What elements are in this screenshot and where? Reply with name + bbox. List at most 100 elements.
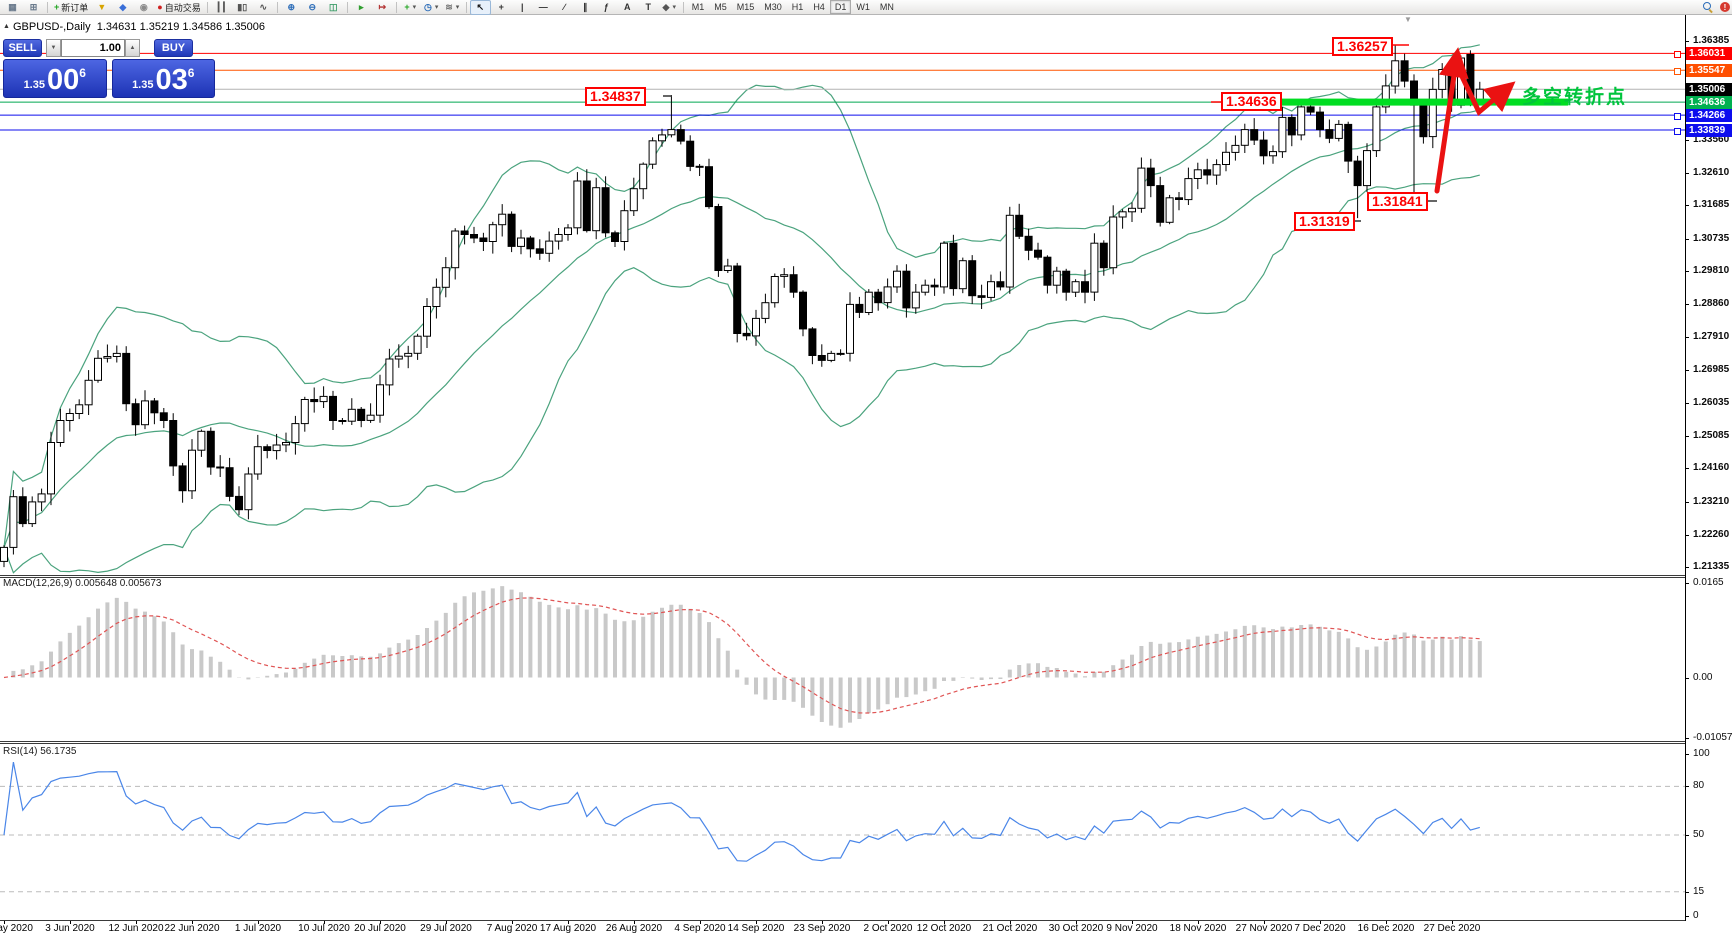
help-icon[interactable]: ! bbox=[1720, 2, 1730, 12]
timeframe-d1[interactable]: D1 bbox=[829, 0, 852, 14]
candle-body bbox=[1034, 249, 1042, 258]
candle-body bbox=[404, 352, 413, 357]
vline-button[interactable]: | bbox=[512, 0, 533, 15]
line-chart-icon[interactable]: ∿ bbox=[253, 0, 274, 15]
line-handle[interactable] bbox=[1674, 113, 1681, 120]
timeframe-h4[interactable]: H4 bbox=[813, 2, 825, 12]
timeframe-m1[interactable]: M1 bbox=[691, 2, 705, 12]
buy-price-box[interactable]: 1.35 03 6 bbox=[111, 59, 215, 98]
price-tick-mark bbox=[1685, 140, 1689, 141]
bar-chart-icon[interactable]: ┃┃ bbox=[211, 0, 232, 15]
crosshair-button[interactable]: + bbox=[491, 0, 512, 15]
templates-button[interactable]: ≋ ▾ bbox=[442, 0, 463, 15]
text-label-button[interactable]: T bbox=[638, 0, 659, 15]
periods-icon: ◷ bbox=[424, 2, 432, 12]
price-tick-label: 1.27910 bbox=[1693, 331, 1730, 342]
price-tick-label: 1.29810 bbox=[1693, 265, 1730, 276]
sell-price-box[interactable]: 1.35 00 6 bbox=[3, 59, 107, 98]
candle-body bbox=[141, 400, 149, 426]
hline-button[interactable]: — bbox=[533, 0, 554, 15]
price-annotation-label[interactable]: 1.31319 bbox=[1294, 212, 1355, 231]
buy-button[interactable]: BUY bbox=[154, 39, 193, 57]
channel-button[interactable]: ∥ bbox=[575, 0, 596, 15]
bar-chart-icon: ┃┃ bbox=[215, 2, 227, 12]
pane-separator[interactable] bbox=[0, 575, 1685, 576]
signals-icon: ◉ bbox=[139, 2, 148, 12]
volume-down-button[interactable]: ▼ bbox=[46, 39, 61, 57]
timeframe-m5[interactable]: M5 bbox=[714, 2, 727, 12]
cursor-button[interactable]: ↖ bbox=[469, 0, 491, 15]
price-annotation-label[interactable]: 1.31841 bbox=[1367, 192, 1428, 211]
price-annotation-label[interactable]: 1.34636 bbox=[1221, 92, 1282, 111]
timeframe-w1[interactable]: W1 bbox=[856, 2, 870, 12]
candle-body bbox=[169, 420, 178, 467]
line-handle[interactable] bbox=[1674, 68, 1681, 75]
price-tick-mark bbox=[1685, 436, 1689, 437]
macd-pane[interactable] bbox=[0, 575, 1685, 743]
fibonacci-button[interactable]: ƒ bbox=[596, 0, 617, 15]
price-badge: 1.33839 bbox=[1686, 124, 1732, 137]
price-tick-label: 1.36385 bbox=[1693, 35, 1730, 46]
new-chart-icon[interactable]: ▦ bbox=[2, 0, 23, 15]
candle-body bbox=[1146, 167, 1155, 187]
candle-body bbox=[1269, 151, 1277, 157]
rsi-pane[interactable] bbox=[0, 743, 1685, 921]
trend-arrow[interactable] bbox=[1454, 63, 1516, 116]
price-tick-mark bbox=[1685, 205, 1689, 206]
periods-button[interactable]: ◷ ▾ bbox=[421, 0, 442, 15]
search-icon[interactable] bbox=[1703, 2, 1713, 12]
turning-point-zone[interactable] bbox=[1267, 98, 1568, 106]
text-button[interactable]: A bbox=[617, 0, 638, 15]
candle-body bbox=[413, 335, 422, 354]
trend-arrow[interactable] bbox=[1434, 47, 1469, 194]
new-order-button[interactable]: + 新订单 bbox=[51, 0, 91, 15]
timeframe-h1[interactable]: H1 bbox=[791, 2, 804, 12]
signals-icon[interactable]: ◉ bbox=[133, 0, 154, 15]
price-tick-label: 1.23210 bbox=[1693, 496, 1730, 507]
arrows-button[interactable]: ◆ ▾ bbox=[659, 0, 680, 15]
candle-body bbox=[1306, 106, 1315, 113]
line-handle[interactable] bbox=[1674, 51, 1681, 58]
zoom-in-icon[interactable]: ⊕ bbox=[281, 0, 302, 15]
data-window-icon[interactable]: ⊞ bbox=[23, 0, 44, 15]
candle-body bbox=[1043, 256, 1052, 286]
chart-shift-marker[interactable]: ▼ bbox=[1404, 15, 1412, 24]
sell-button[interactable]: SELL bbox=[3, 39, 42, 57]
pane-separator[interactable] bbox=[0, 741, 1685, 742]
volume-input[interactable] bbox=[61, 39, 125, 57]
turning-point-note[interactable]: 多空转折点 bbox=[1522, 87, 1628, 108]
history-center-icon[interactable]: ▼ bbox=[91, 0, 112, 15]
market-watch-icon[interactable]: ◆ bbox=[112, 0, 133, 15]
zoom-out-icon[interactable]: ⊖ bbox=[302, 0, 323, 15]
candle-body bbox=[855, 303, 864, 313]
tile-windows-icon[interactable]: ◫ bbox=[323, 0, 344, 15]
price-tick-label: 1.33560 bbox=[1693, 134, 1730, 145]
price-annotation-label[interactable]: 1.36257 bbox=[1332, 37, 1393, 56]
line-handle[interactable] bbox=[1674, 128, 1681, 135]
price-annotation-label[interactable]: 1.34837 bbox=[585, 87, 646, 106]
timeframe-m30[interactable]: M30 bbox=[764, 2, 782, 12]
auto-scroll-icon[interactable]: ▸ bbox=[351, 0, 372, 15]
chart-shift-icon[interactable]: ↦ bbox=[372, 0, 393, 15]
candlestick-chart-icon[interactable]: ▮▯ bbox=[232, 0, 253, 15]
candle-body bbox=[1344, 123, 1353, 162]
date-tick bbox=[1076, 921, 1077, 924]
candle-body bbox=[780, 274, 789, 277]
timeframe-m15[interactable]: M15 bbox=[736, 2, 755, 12]
sell-price-point: 6 bbox=[79, 66, 86, 80]
timeframe-mn[interactable]: MN bbox=[879, 2, 894, 12]
candle-body bbox=[1240, 129, 1249, 146]
chevron-down-icon: ▾ bbox=[412, 4, 417, 11]
panel-toggle-icon[interactable]: ▲ bbox=[3, 23, 10, 30]
indicators-button[interactable]: + ▾ bbox=[400, 0, 421, 15]
candlestick-chart[interactable] bbox=[0, 14, 1685, 575]
candle-body bbox=[1250, 129, 1259, 141]
chart-shift-icon: ↦ bbox=[378, 2, 386, 12]
date-tick bbox=[1386, 921, 1387, 924]
trendline-button[interactable]: ∕ bbox=[554, 0, 575, 15]
autotrading-button[interactable]: ● 自动交易 bbox=[154, 0, 203, 15]
volume-up-button[interactable]: ▲ bbox=[125, 39, 140, 57]
rsi-tick-label: 100 bbox=[1693, 748, 1710, 759]
candle-body bbox=[56, 420, 65, 443]
